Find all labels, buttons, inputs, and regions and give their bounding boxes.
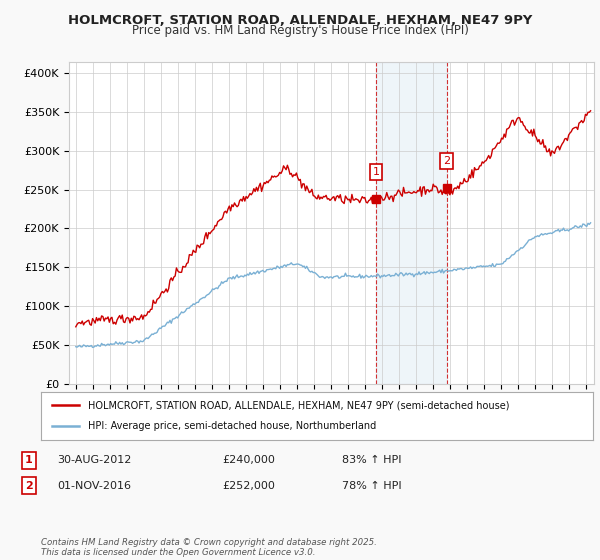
Text: Price paid vs. HM Land Registry's House Price Index (HPI): Price paid vs. HM Land Registry's House … [131, 24, 469, 37]
Bar [376, 62, 446, 384]
Text: 30-AUG-2012: 30-AUG-2012 [57, 455, 131, 465]
Text: 83% ↑ HPI: 83% ↑ HPI [342, 455, 401, 465]
Text: HPI: Average price, semi-detached house, Northumberland: HPI: Average price, semi-detached house,… [88, 421, 376, 431]
Text: 1: 1 [373, 167, 380, 177]
Text: 2: 2 [25, 480, 32, 491]
Text: 2: 2 [443, 156, 450, 166]
Text: 1: 1 [25, 455, 32, 465]
Text: HOLMCROFT, STATION ROAD, ALLENDALE, HEXHAM, NE47 9PY: HOLMCROFT, STATION ROAD, ALLENDALE, HEXH… [68, 14, 532, 27]
Text: 78% ↑ HPI: 78% ↑ HPI [342, 480, 401, 491]
Text: 01-NOV-2016: 01-NOV-2016 [57, 480, 131, 491]
Text: HOLMCROFT, STATION ROAD, ALLENDALE, HEXHAM, NE47 9PY (semi-detached house): HOLMCROFT, STATION ROAD, ALLENDALE, HEXH… [88, 400, 509, 410]
Text: £252,000: £252,000 [222, 480, 275, 491]
Text: Contains HM Land Registry data © Crown copyright and database right 2025.
This d: Contains HM Land Registry data © Crown c… [41, 538, 377, 557]
Text: £240,000: £240,000 [222, 455, 275, 465]
